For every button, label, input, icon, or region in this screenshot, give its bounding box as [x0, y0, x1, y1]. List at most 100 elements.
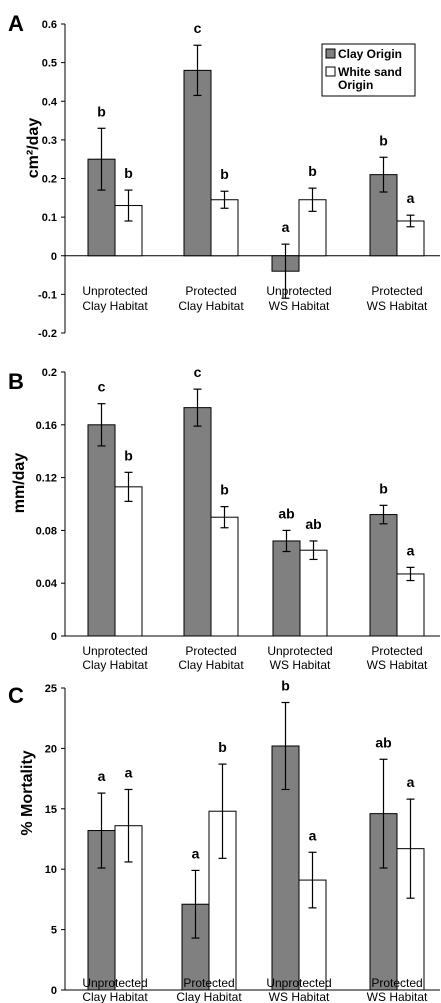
- category-label: Protected: [371, 284, 422, 298]
- bar-clay-origin: [181, 903, 210, 991]
- significance-label: ab: [278, 505, 294, 521]
- category-label: Protected: [183, 976, 234, 990]
- significance-label: b: [220, 166, 229, 182]
- y-axis-title-c: % Mortality: [19, 750, 36, 835]
- panel-b: 0.2 0.16 0.12 0.08 0.04 0 c c ab b b b ab a Unprotecte…: [36, 364, 440, 672]
- legend-label-white-sand-line1: White sand: [338, 65, 402, 79]
- y-tick-label: 0.04: [36, 578, 58, 590]
- category-label: Clay Habitat: [82, 299, 148, 313]
- significance-label: b: [97, 103, 106, 119]
- bar-white-sand-origin: [114, 205, 143, 257]
- y-tick-label: 0.1: [42, 212, 57, 224]
- significance-label: a: [282, 219, 290, 235]
- category-label: WS Habitat: [367, 299, 428, 313]
- y-tick-label: 0.5: [42, 58, 57, 70]
- significance-label: b: [379, 132, 388, 148]
- category-label: Protected: [185, 644, 236, 658]
- category-label: Unprotected: [266, 284, 331, 298]
- legend-swatch-white-sand: [325, 66, 336, 77]
- bar-clay-origin: [183, 69, 212, 257]
- significance-label: b: [281, 677, 290, 693]
- y-tick-label: 0.2: [42, 367, 57, 379]
- y-tick-label: 0.6: [42, 19, 57, 31]
- category-label: Protected: [185, 284, 236, 298]
- significance-label: a: [98, 768, 106, 784]
- panel-a: 0.6 0.5 0.4 0.3 0.2 0.1 0 -0.1 -0.2 b c a b b b b a Unpro…: [38, 19, 440, 340]
- panel-letter-b: B: [8, 369, 24, 394]
- legend-label-white-sand-line2: Origin: [338, 78, 373, 92]
- legend-swatch-clay: [325, 48, 336, 59]
- panel-letter-c: C: [8, 683, 24, 708]
- significance-label: ab: [375, 734, 391, 750]
- y-tick-label: -0.1: [38, 289, 57, 301]
- bar-clay-origin: [272, 540, 301, 637]
- category-label: Protected: [371, 644, 422, 658]
- bar-clay-origin: [369, 514, 398, 637]
- significance-label: a: [125, 764, 133, 780]
- significance-label: c: [194, 364, 202, 380]
- significance-label: c: [98, 379, 106, 395]
- category-label: Unprotected: [267, 644, 332, 658]
- y-axis-title-b: mm/day: [11, 453, 28, 514]
- y-tick-label: 0.12: [36, 473, 57, 485]
- significance-label: a: [309, 827, 317, 843]
- panel-letter-a: A: [8, 11, 24, 36]
- category-label: WS Habitat: [367, 990, 428, 1003]
- category-label: Clay Habitat: [82, 658, 148, 672]
- significance-label: a: [407, 542, 415, 558]
- category-label: Unprotected: [82, 976, 147, 990]
- bar-clay-origin: [369, 813, 398, 991]
- category-label: Clay Habitat: [176, 990, 242, 1003]
- category-label: WS Habitat: [270, 658, 331, 672]
- significance-label: a: [407, 774, 415, 790]
- bar-white-sand-origin: [114, 486, 143, 637]
- y-tick-label: 0.4: [42, 96, 58, 108]
- category-label: Clay Habitat: [82, 990, 148, 1003]
- legend-label-clay: Clay Origin: [338, 47, 402, 61]
- legend-frame: [321, 43, 416, 97]
- bar-white-sand-origin: [298, 199, 327, 257]
- bar-clay-origin: [87, 424, 116, 637]
- category-label: WS Habitat: [367, 658, 428, 672]
- significance-label: b: [124, 447, 133, 463]
- y-tick-label: 0: [51, 251, 57, 263]
- y-tick-label: 0.2: [42, 174, 57, 186]
- significance-label: c: [194, 20, 202, 36]
- bar-clay-origin: [183, 407, 212, 637]
- significance-label: b: [379, 480, 388, 496]
- y-tick-label: 5: [51, 925, 57, 937]
- legend: Clay Origin White sand Origin: [321, 43, 416, 97]
- y-axis-title-a: cm²/day: [25, 118, 42, 179]
- bar-white-sand-origin: [299, 549, 328, 637]
- y-tick-label: 15: [45, 804, 57, 816]
- y-tick-label: 0.3: [42, 135, 57, 147]
- category-label: Clay Habitat: [178, 299, 244, 313]
- category-label: WS Habitat: [269, 990, 330, 1003]
- y-tick-label: 0.16: [36, 420, 57, 432]
- y-tick-label: 0: [51, 985, 57, 997]
- y-tick-label: 25: [45, 683, 57, 695]
- category-label: Clay Habitat: [178, 658, 244, 672]
- y-tick-label: -0.2: [38, 328, 57, 340]
- category-label: Unprotected: [266, 976, 331, 990]
- significance-label: b: [308, 163, 317, 179]
- significance-label: a: [407, 190, 415, 206]
- bar-white-sand-origin: [210, 199, 239, 257]
- significance-label: ab: [305, 516, 321, 532]
- y-tick-label: 10: [45, 864, 57, 876]
- category-label: WS Habitat: [269, 299, 330, 313]
- bar-clay-origin: [87, 158, 116, 257]
- y-tick-label: 0: [51, 631, 57, 643]
- significance-label: b: [220, 482, 229, 498]
- bar-white-sand-origin: [210, 516, 239, 637]
- category-label: Unprotected: [82, 284, 147, 298]
- category-label: Unprotected: [82, 644, 147, 658]
- significance-label: b: [218, 739, 227, 755]
- significance-label: a: [192, 845, 200, 861]
- category-label: Protected: [371, 976, 422, 990]
- bar-white-sand-origin: [396, 573, 425, 637]
- y-tick-label: 0.08: [36, 525, 57, 537]
- y-tick-label: 20: [45, 743, 57, 755]
